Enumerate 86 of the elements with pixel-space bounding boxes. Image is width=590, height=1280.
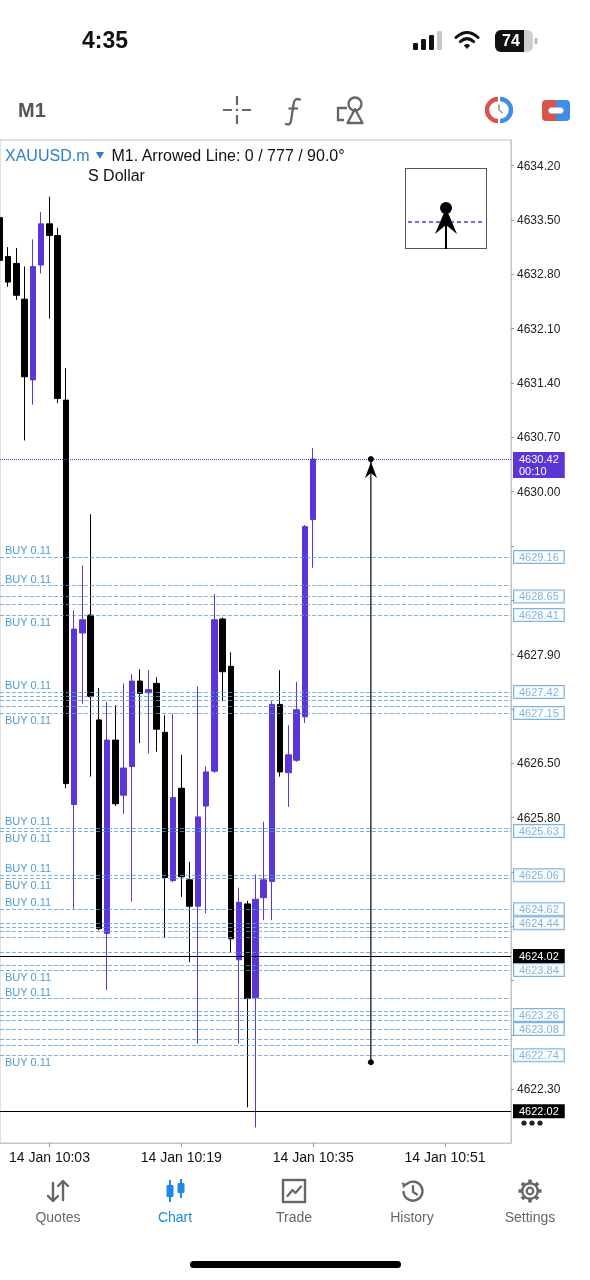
candlestick <box>203 765 209 914</box>
x-tick-label: 14 Jan 10:35 <box>272 1149 354 1165</box>
x-tick-label: 14 Jan 10:03 <box>8 1149 91 1165</box>
candlestick <box>112 704 119 807</box>
annotation: BUY 0.11 <box>5 814 52 827</box>
text: Quotes <box>35 1209 81 1225</box>
y-tick-label: 4622.30 <box>517 1082 561 1097</box>
text: History <box>390 1209 434 1225</box>
x-tick-label: 14 Jan 10:51 <box>404 1149 486 1165</box>
annotation: BUY 0.11 <box>5 572 52 585</box>
candlestick <box>228 651 234 953</box>
annotation: BUY 0.11 <box>5 1056 52 1069</box>
candlestick <box>302 524 308 724</box>
annotation: S Dollar <box>88 167 145 185</box>
chart-subtitle: M1. Arrowed Line: 0 / 777 / 90.0° <box>111 147 345 164</box>
text: Trade <box>275 1209 313 1225</box>
candlestick <box>145 669 152 754</box>
candlestick <box>195 686 201 1045</box>
annotation: BUY 0.11 <box>5 713 52 726</box>
ref-line-label: 4623.84 <box>519 963 559 976</box>
ref-line-label: 4628.41 <box>519 609 559 622</box>
ref-line-label: 4624.02 <box>519 949 559 962</box>
ref-line-label: 4627.42 <box>519 685 559 698</box>
candlestick <box>137 668 143 744</box>
y-tick-label: 4632.80 <box>517 267 561 282</box>
annotation: BUY 0.11 <box>5 896 52 909</box>
y-tick-label: 4633.50 <box>517 212 561 227</box>
ref-line-label: 4622.02 <box>519 1105 559 1118</box>
candlestick <box>87 513 94 778</box>
ref-line-label: 4624.62 <box>519 903 559 916</box>
text: 74 <box>496 32 526 50</box>
x-tick-label: 14 Jan 10:19 <box>140 1149 223 1165</box>
annotation: BUY 0.11 <box>5 862 52 875</box>
ref-line-label: 4629.16 <box>519 550 559 563</box>
candlestick <box>252 873 259 1128</box>
candlestick <box>104 701 110 991</box>
candlestick <box>153 676 160 753</box>
candlestick <box>120 682 127 815</box>
candlestick <box>79 564 86 705</box>
candlestick <box>170 713 176 883</box>
y-tick-label: 4630.70 <box>517 430 561 445</box>
candlestick <box>129 673 135 903</box>
ref-line-label: 4628.65 <box>519 590 559 603</box>
candlestick <box>162 714 168 938</box>
candlestick <box>178 754 185 898</box>
candlestick <box>96 687 102 931</box>
annotation: BUY 0.11 <box>5 831 52 844</box>
candlestick <box>277 669 283 778</box>
y-tick-label: 4626.50 <box>517 756 561 771</box>
annotation: BUY 0.11 <box>5 879 52 892</box>
candlestick <box>21 266 28 441</box>
y-tick-label: 4634.20 <box>517 158 561 173</box>
y-tick-label: 4630.00 <box>517 484 561 499</box>
text: Chart <box>157 1209 193 1225</box>
text: 4:35 <box>82 27 129 54</box>
candlestick <box>38 211 44 275</box>
ref-line-label: 4623.26 <box>519 1008 559 1021</box>
chart-title: XAUUSD.m <box>5 147 90 164</box>
annotation: BUY 0.11 <box>5 616 52 629</box>
candlestick <box>236 887 242 1045</box>
candlestick <box>30 238 36 406</box>
candlestick <box>260 821 267 921</box>
candlestick <box>63 367 69 789</box>
annotation: BUY 0.11 <box>5 543 52 556</box>
y-tick-label: 4625.80 <box>517 810 561 825</box>
text: Settings <box>504 1209 556 1225</box>
y-tick-label: 4627.90 <box>517 647 561 662</box>
ref-line-label: 4625.06 <box>519 869 559 882</box>
ref-line-label: 4623.08 <box>519 1022 559 1035</box>
annotation: BUY 0.11 <box>5 985 52 998</box>
candlestick <box>5 246 11 288</box>
candlestick <box>13 247 20 301</box>
ref-line-label: 4627.15 <box>519 706 559 719</box>
candlestick <box>211 593 218 774</box>
ref-line-label: 4625.63 <box>519 824 559 837</box>
ref-line-label: 4622.74 <box>519 1049 559 1062</box>
y-tick-label: 4631.40 <box>517 375 561 390</box>
candlestick <box>219 616 226 702</box>
annotation: BUY 0.11 <box>5 678 52 691</box>
y-tick-label: 4632.10 <box>517 321 561 336</box>
annotation: BUY 0.11 <box>5 970 52 983</box>
ref-line-label: 4630.42 00:10 <box>519 453 559 478</box>
text: M1 <box>18 99 46 122</box>
candlestick <box>269 700 275 921</box>
ref-line-label: 4624.44 <box>519 917 559 930</box>
candlestick <box>71 609 77 910</box>
